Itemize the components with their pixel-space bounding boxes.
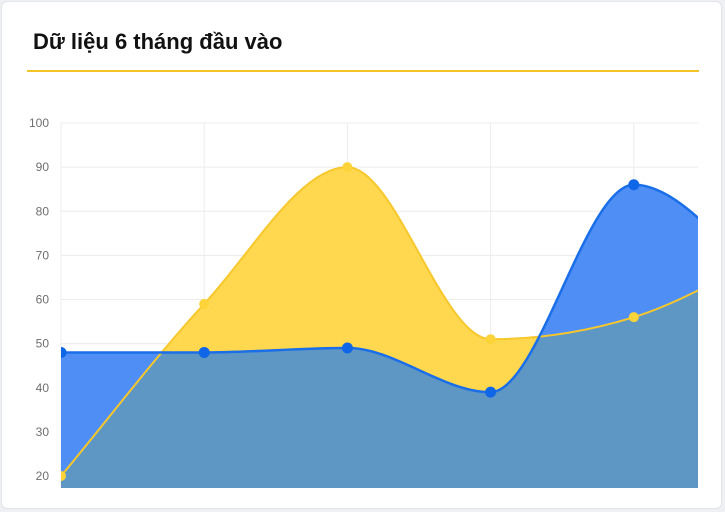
y-tick-label: 60 (36, 293, 50, 307)
series-blue-point (341, 342, 353, 354)
y-tick-label: 100 (29, 116, 49, 130)
series-blue-point (61, 346, 67, 358)
y-tick-label: 20 (36, 469, 50, 483)
series-blue-point (485, 386, 497, 398)
series-yellow-point (199, 298, 210, 309)
series-layer (61, 162, 698, 488)
y-tick-label: 90 (36, 160, 50, 174)
series-yellow-point (628, 312, 639, 323)
series-yellow-point (342, 162, 353, 173)
y-axis-ticks: 20 30 40 50 60 70 80 90 100 (29, 116, 49, 483)
series-blue-point (628, 179, 640, 191)
series-yellow-point (485, 334, 496, 345)
y-tick-label: 40 (36, 381, 50, 395)
card-title: Dữ liệu 6 tháng đầu vào (33, 29, 283, 54)
series-blue-point (198, 346, 210, 358)
y-tick-label: 80 (36, 204, 50, 218)
y-tick-label: 30 (36, 425, 50, 439)
series-yellow-point (61, 471, 66, 481)
y-tick-label: 50 (36, 337, 50, 351)
title-underline (27, 70, 699, 72)
y-tick-label: 70 (36, 248, 50, 262)
